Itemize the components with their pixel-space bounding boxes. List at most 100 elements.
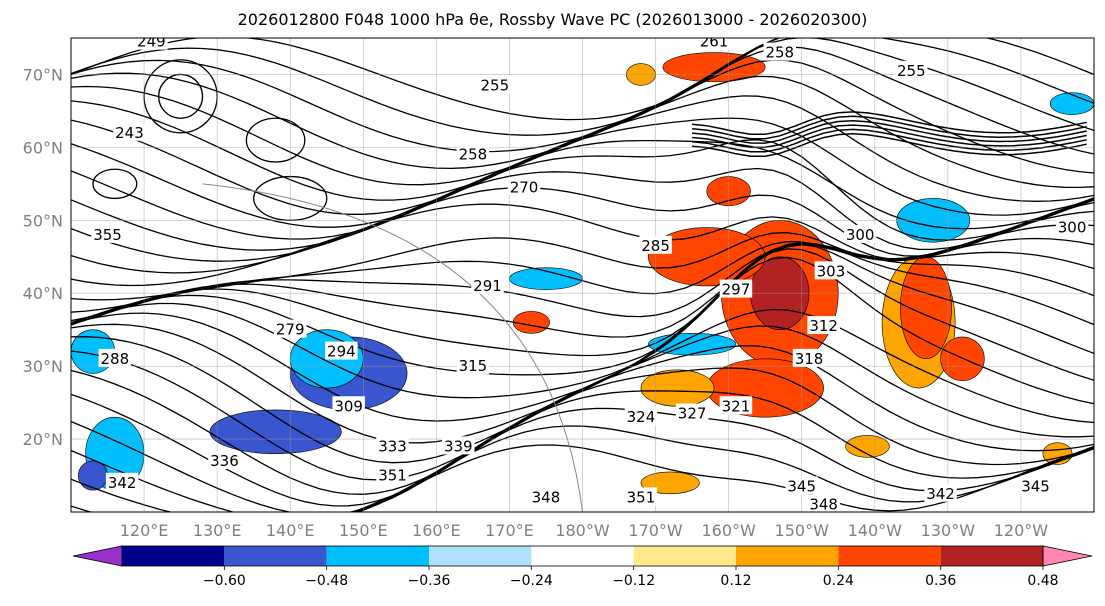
contour-label: 355 — [93, 226, 122, 244]
contour-label: 294 — [327, 343, 356, 361]
contour-label-bg — [843, 224, 877, 243]
contour-label: 300 — [1058, 219, 1087, 237]
contour-label-bg — [113, 122, 146, 141]
contour-label-bg — [624, 487, 658, 506]
contour-label-bg — [697, 38, 731, 50]
contour-label: 351 — [378, 467, 407, 485]
contour-label-bg — [91, 224, 124, 243]
contour-label-bg — [325, 341, 358, 360]
colorbar-tick-label: 0.12 — [720, 573, 751, 589]
lon-tick-label: 160°E — [412, 521, 461, 540]
contour-label-bg — [456, 144, 490, 163]
theta-e-contour-loop — [245, 117, 306, 163]
contour-label-bg — [1019, 476, 1052, 495]
lat-lon-grid — [71, 38, 1094, 512]
contour-label-bg — [456, 356, 490, 375]
lon-tick-label: 140°W — [848, 521, 903, 540]
contour-label: 333 — [378, 437, 407, 455]
colorbar-segment — [838, 546, 941, 566]
colorbar-segment — [736, 546, 839, 566]
contour-label-bg — [785, 476, 818, 495]
colorbar-segment — [633, 546, 736, 566]
colorbar-tick-label: −0.24 — [510, 573, 553, 589]
colorbar-extend-high — [1042, 545, 1093, 567]
colorbar-tick-label: −0.60 — [203, 573, 246, 589]
colorbar: −0.60 −0.48 −0.36 −0.24 −0.12 0.12 0.24 0.36 0.4… — [72, 545, 1093, 589]
map-frame — [70, 37, 1095, 513]
colorbar-tick-label: 0.48 — [1027, 573, 1058, 589]
map-title: 2026012800 F048 1000 hPa θe, Rossby Wave… — [237, 10, 868, 29]
contour-label: 351 — [627, 488, 656, 506]
pc-anomaly-region — [512, 311, 550, 334]
contour-label-bg — [719, 396, 753, 415]
contour-label: 285 — [641, 237, 670, 255]
contour-label-bg — [98, 348, 132, 367]
contour-label-bg — [814, 261, 848, 280]
contour-label: 339 — [444, 437, 473, 455]
colorbar-segment — [326, 546, 429, 566]
contour-label: 297 — [722, 281, 751, 299]
colorbar-segment — [224, 546, 327, 566]
lon-tick-label: 120°W — [994, 521, 1049, 540]
contour-label: 315 — [459, 357, 488, 375]
lon-tick-label: 120°E — [120, 521, 169, 540]
latitude-ticks: 20°N 30°N 40°N 50°N 60°N 70°N — [23, 65, 63, 449]
contour-label-bg — [763, 42, 797, 61]
contour-label-bg — [332, 396, 365, 415]
contour-label: 255 — [480, 76, 509, 94]
contour-label-bg — [719, 279, 753, 298]
lat-tick-label: 20°N — [23, 430, 63, 449]
contour-label-bg — [624, 407, 658, 426]
lon-tick-label: 180°W — [555, 521, 610, 540]
contour-label-bg — [471, 275, 504, 294]
contour-label: 309 — [334, 397, 363, 415]
contour-label: 261 — [700, 33, 729, 51]
contour-label-bg — [376, 436, 409, 455]
colorbar-segment — [940, 546, 1043, 566]
contour-label-bg — [376, 465, 409, 484]
contour-label: 288 — [101, 350, 130, 368]
contour-label: 345 — [787, 477, 816, 495]
contour-label-bg — [807, 494, 840, 512]
pc-anomaly-region — [78, 460, 108, 491]
contour-label-bg — [924, 483, 957, 502]
contour-label: 303 — [817, 262, 846, 280]
contour-label: 258 — [459, 146, 488, 164]
colorbar-segment — [429, 546, 532, 566]
lat-tick-label: 40°N — [23, 284, 63, 303]
lat-tick-label: 30°N — [23, 357, 63, 376]
theta-e-contour-loop — [92, 168, 138, 200]
pc-anomaly-region — [209, 409, 342, 454]
colorbar-tick-label: 0.24 — [823, 573, 854, 589]
contour-label-bg — [639, 235, 672, 254]
contour-label: 342 — [926, 485, 955, 503]
contour-label: 279 — [276, 321, 305, 339]
contour-label: 300 — [846, 226, 875, 244]
contour-label-bg — [529, 487, 563, 506]
contour-label-bg — [273, 319, 307, 338]
contour-label: 249 — [137, 33, 166, 51]
contour-label: 327 — [678, 405, 707, 423]
contour-label-bg — [895, 60, 928, 79]
contour-label: 348 — [532, 488, 561, 506]
contour-label-bg — [792, 348, 826, 367]
colorbar-frame — [121, 545, 1044, 567]
colorbar-tick-label: −0.36 — [408, 573, 451, 589]
lon-tick-label: 130°E — [193, 521, 242, 540]
contour-label: 255 — [897, 62, 926, 80]
lon-tick-label: 160°W — [701, 521, 756, 540]
contour-label-bg — [478, 75, 512, 94]
contour-label: 243 — [115, 124, 144, 142]
contour-label: 321 — [722, 397, 751, 415]
contour-label: 258 — [765, 44, 794, 62]
contour-label-bg — [208, 450, 241, 469]
contour-label-bg — [507, 177, 541, 196]
pc-anomaly-region — [1049, 92, 1094, 115]
colorbar-segment — [122, 546, 225, 566]
lon-tick-label: 150°E — [339, 521, 388, 540]
lat-tick-label: 60°N — [23, 138, 63, 157]
contour-label-bg — [1055, 217, 1089, 236]
colorbar-tick-label: −0.12 — [612, 573, 655, 589]
